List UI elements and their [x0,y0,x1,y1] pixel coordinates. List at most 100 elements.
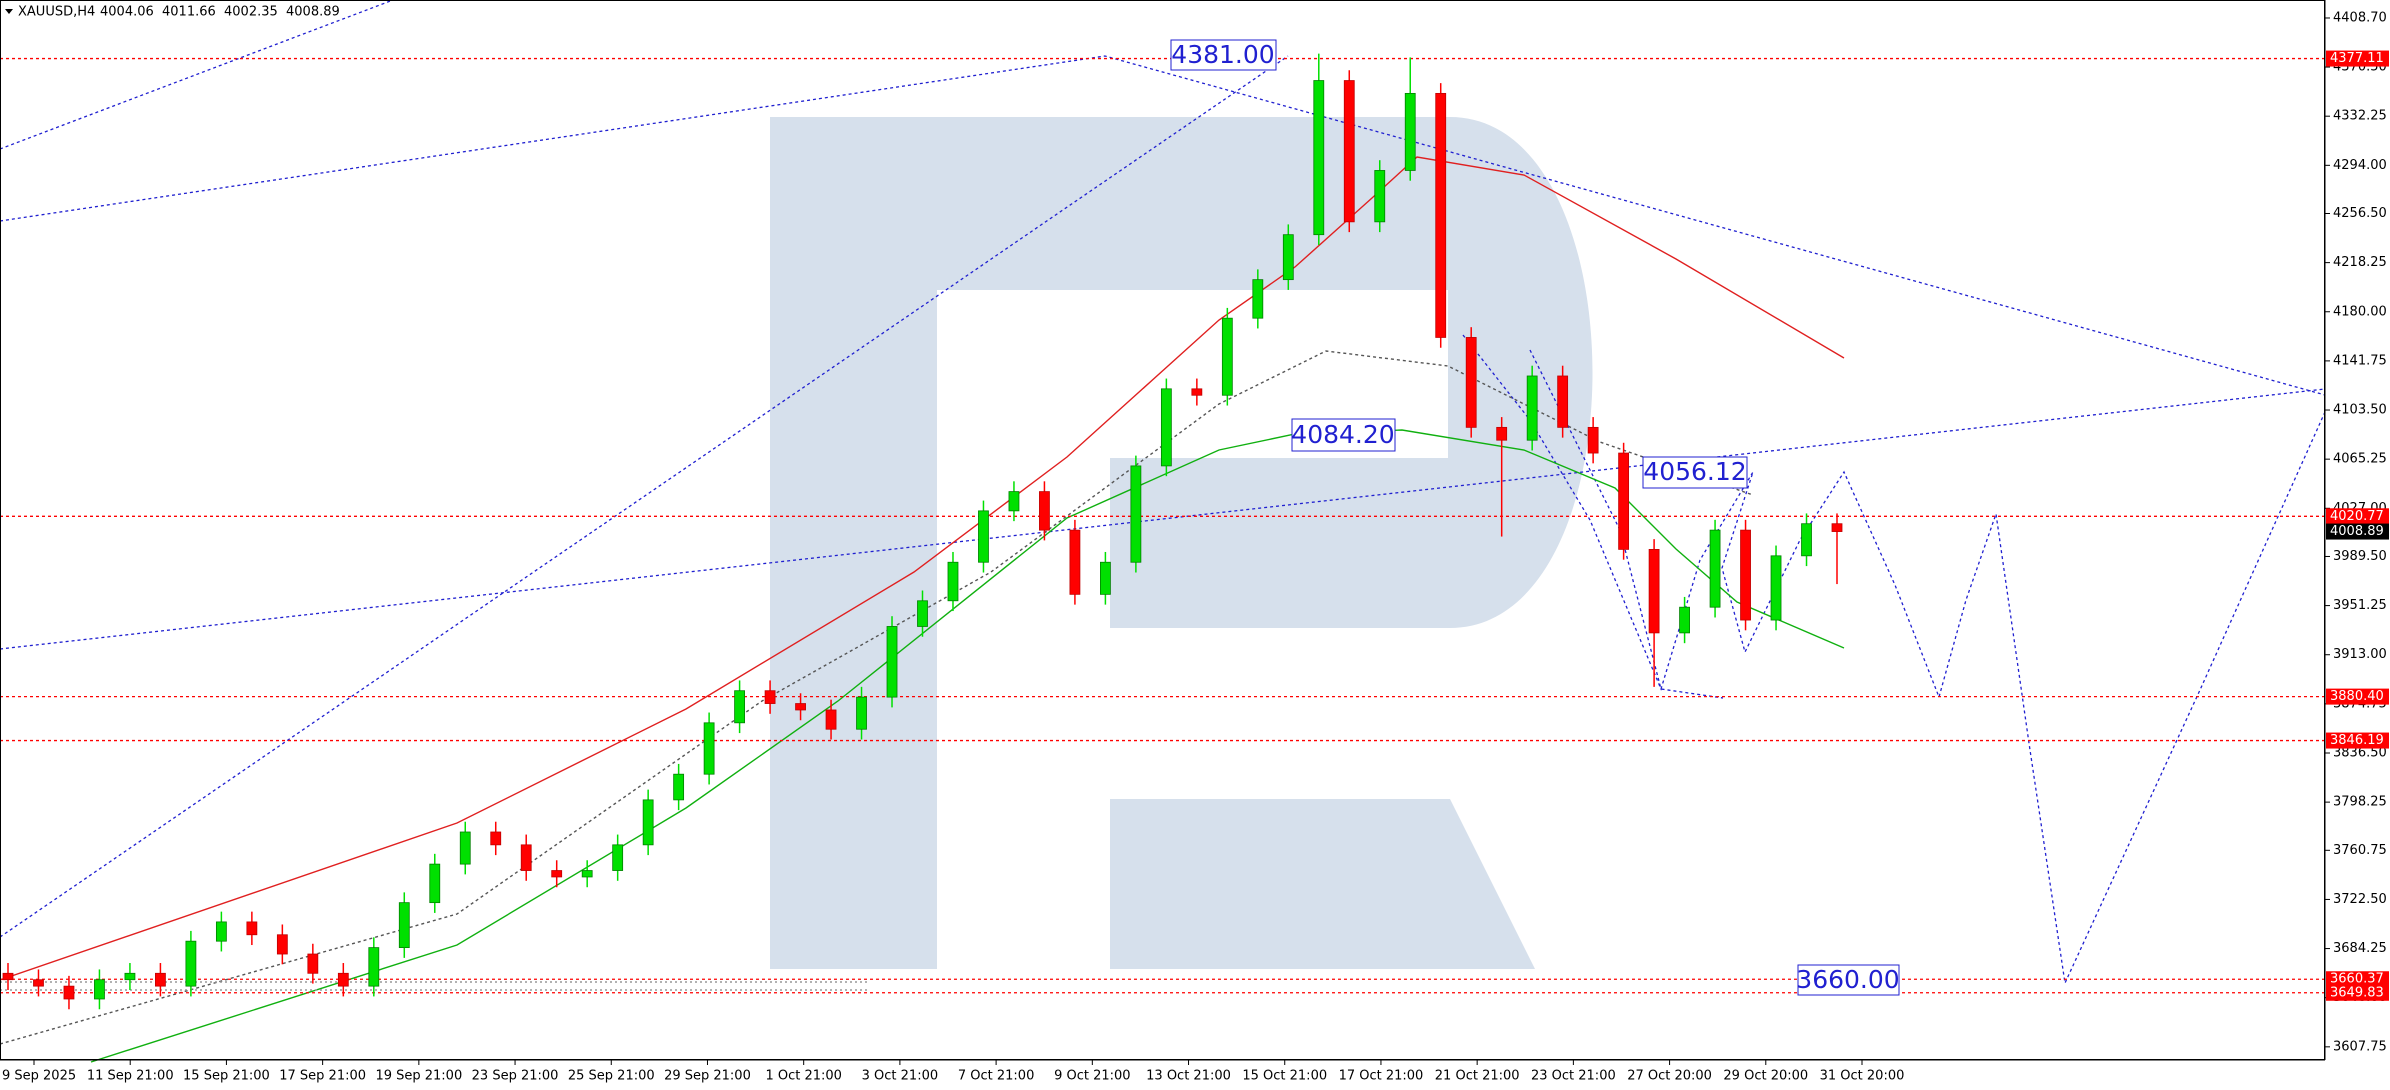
annotation-box [1291,418,1396,452]
candle-body [1191,388,1203,396]
ohlc-value: 4011.66 [162,5,216,20]
time-axis: 9 Sep 2025 11 Sep 21:00 15 Sep 21:00 17 Sep… [2,1060,1904,1084]
candle-body [734,690,745,724]
candle-body [825,709,837,730]
x-tick-label: 9 Sep 2025 [2,1069,76,1084]
y-tick-label: 4141.75 [2333,353,2387,368]
candle-body [337,972,349,987]
candle-body [246,921,258,936]
level-tag [2326,508,2389,525]
level-label: 3660.37 [2330,972,2384,987]
trend-lines [0,0,2326,986]
candle-body [978,510,989,563]
candles [2,53,1843,1010]
header: XAUUSD,H4 4004.06 4011.66 4002.35 4008.8… [5,5,340,20]
watermark-leg [1110,799,1535,969]
y-tick-label: 4103.50 [2333,403,2387,418]
y-tick-label: 4256.50 [2333,206,2387,221]
annotation-box [1642,456,1748,489]
candle-body [795,703,806,711]
x-tick-label: 3 Oct 21:00 [862,1069,938,1084]
watermark [770,117,1593,969]
candle-body [215,921,227,942]
candle-body [1100,561,1111,595]
candle-body [642,799,654,846]
level-label: 3846.19 [2330,733,2384,748]
header-icon [5,9,13,14]
candle-body [63,985,75,1000]
price-tags: 4377.11 4020.77 3880.40 3846.19 3660.373649.… [2326,50,2389,1001]
watermark-bowl [937,117,1593,628]
candle-body [398,902,410,949]
last-price-label: 4008.89 [2330,524,2384,539]
moving-averages [0,156,1845,1063]
x-tick-label: 27 Oct 20:00 [1627,1069,1712,1084]
candle-body [917,600,928,627]
x-tick-label: 13 Oct 21:00 [1146,1069,1231,1084]
level-label: 4020.77 [2330,509,2384,524]
annotations: 4381.00 4084.20 4056.12 3660.00 [1170,39,1900,996]
candle-body [307,953,319,974]
candle-body [1008,491,1020,512]
y-tick-label: 4065.25 [2333,452,2387,467]
candle-body [703,722,715,775]
candle-body [520,844,532,871]
forecast-path [1529,349,1724,699]
candle-body [490,831,502,846]
candle-body [1252,279,1264,319]
candle-body [856,696,867,730]
y-tick-label: 3836.50 [2333,745,2387,760]
x-tick-label: 29 Oct 20:00 [1723,1069,1808,1084]
x-tick-label: 19 Sep 21:00 [375,1069,462,1084]
y-tick-label: 4180.00 [2333,304,2387,319]
level-tag [2326,984,2389,1001]
candle-body [1831,523,1843,532]
x-tick-label: 15 Oct 21:00 [1242,1069,1327,1084]
candle-body [1343,80,1355,223]
level-label: 3649.83 [2330,985,2384,1000]
y-tick-label: 4408.70 [2333,10,2387,25]
candle-body [886,626,898,698]
level-label: 4377.11 [2330,51,2384,66]
x-tick-label: 17 Oct 21:00 [1339,1069,1424,1084]
y-tick-label: 3798.25 [2333,795,2387,810]
ohlc-value: 4008.89 [286,5,340,20]
candle-body [2,972,14,981]
level-tag [2326,732,2389,749]
trend-line [0,0,394,150]
y-tick-label: 3607.75 [2333,1039,2387,1054]
watermark-stem [770,117,937,969]
annotation-box [1170,39,1277,71]
x-tick-label: 7 Oct 21:00 [958,1069,1034,1084]
candle-body [459,831,471,865]
annotation: 3660.00 [1796,965,1899,994]
candle-body [1313,80,1325,236]
candle-body [1130,465,1142,563]
candle-body [429,863,441,904]
x-tick-label: 23 Sep 21:00 [472,1069,559,1084]
annotation-box [1797,964,1900,996]
last-price-tag [2326,523,2389,540]
candle-body [1374,170,1386,223]
candle-body [1221,317,1233,396]
ohlc-value: 4004.06 [100,5,154,20]
candle-body [1709,529,1721,608]
annotation: 4056.12 [1643,457,1746,486]
candle-body [1160,388,1172,467]
x-tick-label: 17 Sep 21:00 [279,1069,366,1084]
x-tick-label: 21 Oct 21:00 [1435,1069,1520,1084]
candle-body [1679,606,1690,634]
level-tag [2326,688,2389,705]
candle-body [94,979,105,1000]
level-label: 3880.40 [2330,689,2384,704]
candle-body [1801,523,1812,557]
x-tick-label: 23 Oct 21:00 [1531,1069,1616,1084]
y-tick-label: 3913.00 [2333,647,2387,662]
x-tick-label: 15 Sep 21:00 [183,1069,270,1084]
level-tag [2326,50,2389,67]
moving-average-dotted [0,350,1754,1045]
annotation: 4084.20 [1291,420,1394,449]
candle-body [1740,529,1751,621]
candle-body [673,773,685,801]
